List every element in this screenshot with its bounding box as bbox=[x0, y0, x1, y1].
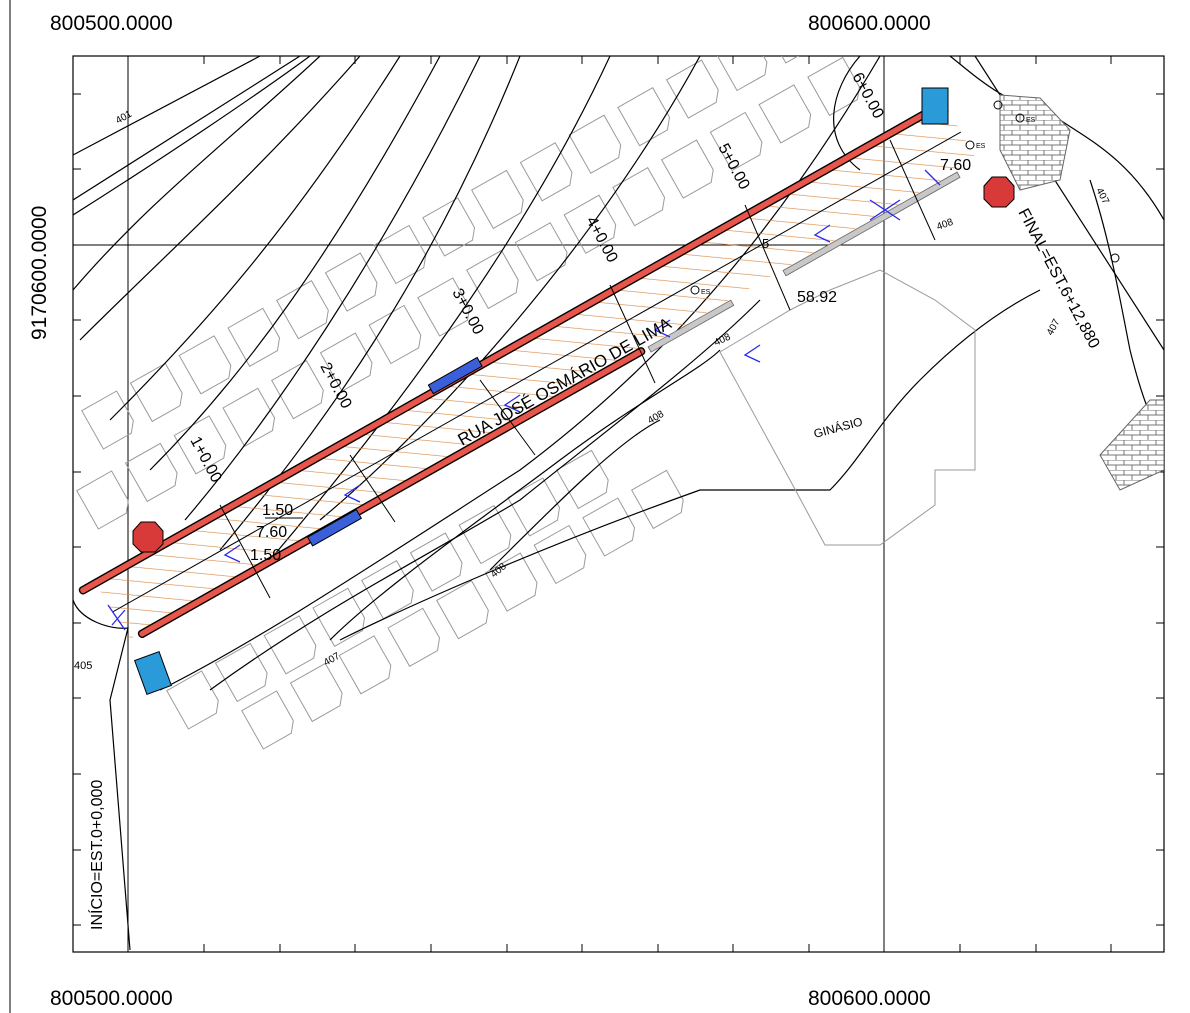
lot-outline bbox=[324, 252, 378, 312]
es-marker: ES bbox=[976, 143, 986, 150]
lot-outline bbox=[533, 524, 587, 585]
start-station-label: INÍCIO=EST.0+0,000 bbox=[87, 780, 106, 930]
lot-outline bbox=[173, 415, 227, 475]
lot-outline bbox=[617, 87, 671, 147]
lot-outline bbox=[214, 642, 268, 703]
lot-outline bbox=[758, 84, 812, 144]
dim-tick-5: 5 bbox=[762, 236, 769, 251]
lot-outline bbox=[271, 360, 324, 420]
survey-points bbox=[690, 100, 1120, 295]
coord-bottom-left: 800500.0000 bbox=[50, 987, 173, 1010]
lot-outline bbox=[166, 670, 219, 730]
lot-outlines bbox=[76, 56, 860, 750]
lot-outline bbox=[289, 662, 343, 723]
lot-outline bbox=[222, 387, 276, 447]
lot-outline bbox=[716, 56, 768, 92]
lot-outline bbox=[178, 335, 232, 395]
lot-outline bbox=[76, 470, 129, 530]
bus-stop-start bbox=[133, 650, 173, 696]
dim-road-width: 7.60 bbox=[256, 524, 287, 541]
lot-outline bbox=[807, 56, 860, 117]
lot-outline bbox=[338, 635, 392, 695]
lot-outline bbox=[319, 332, 373, 392]
lot-outline bbox=[124, 442, 178, 503]
lot-outline bbox=[471, 169, 524, 230]
es-marker: ES bbox=[1026, 117, 1036, 124]
lot-outline bbox=[631, 469, 684, 530]
lot-outline bbox=[417, 277, 471, 337]
lot-outline bbox=[409, 532, 463, 592]
dim-length: 58.92 bbox=[797, 289, 837, 306]
lot-outline bbox=[556, 449, 609, 510]
storm-inlet-top bbox=[427, 356, 483, 395]
paved-area-top bbox=[999, 94, 1071, 191]
lot-outline bbox=[458, 504, 512, 565]
lot-outline bbox=[312, 587, 366, 647]
dim-road-width-end: 7.60 bbox=[940, 157, 971, 174]
lot-outline bbox=[507, 477, 561, 537]
lot-outline bbox=[368, 304, 422, 365]
lot-outline bbox=[227, 307, 281, 367]
coord-top-right: 800600.0000 bbox=[808, 12, 931, 35]
flow-arrows bbox=[107, 169, 941, 631]
lot-outline bbox=[660, 139, 714, 199]
lot-outline bbox=[263, 615, 317, 675]
paved-area-right bbox=[1099, 399, 1164, 491]
lot-outline bbox=[422, 197, 476, 257]
gym-building bbox=[719, 269, 976, 546]
curb-bottom bbox=[137, 347, 646, 639]
lot-outline bbox=[129, 362, 183, 423]
lot-outline bbox=[361, 560, 414, 620]
lot-outline bbox=[466, 249, 519, 310]
dim-sidewalk-bottom: 1.50 bbox=[250, 547, 281, 564]
coord-left-vertical: 9170600.0000 bbox=[28, 206, 51, 340]
es-marker: ES bbox=[701, 289, 711, 296]
lot-outline bbox=[582, 497, 636, 557]
contour-label: 405 bbox=[74, 660, 92, 672]
stop-sign-end bbox=[983, 176, 1015, 208]
storm-inlet-bottom bbox=[306, 508, 363, 547]
stop-sign-start bbox=[132, 521, 164, 553]
lot-outline bbox=[519, 142, 573, 202]
station-lines bbox=[219, 139, 936, 599]
lot-outline bbox=[387, 607, 441, 667]
lot-outline bbox=[81, 390, 134, 450]
lot-outline bbox=[484, 552, 538, 612]
lot-outline bbox=[436, 580, 489, 640]
lot-outline bbox=[709, 111, 763, 172]
coord-bottom-right: 800600.0000 bbox=[808, 987, 931, 1010]
lot-outline bbox=[373, 224, 427, 285]
lot-outline bbox=[241, 690, 294, 750]
lot-outline bbox=[276, 280, 329, 340]
bus-stop-end bbox=[921, 87, 949, 125]
lot-outline bbox=[563, 194, 617, 254]
coord-top-left: 800500.0000 bbox=[50, 12, 173, 35]
dim-sidewalk-top: 1.50 bbox=[262, 502, 293, 519]
lot-outline bbox=[781, 56, 800, 64]
frame-ticks bbox=[73, 56, 1164, 952]
lot-outline bbox=[612, 167, 666, 227]
lot-outline bbox=[568, 114, 622, 174]
